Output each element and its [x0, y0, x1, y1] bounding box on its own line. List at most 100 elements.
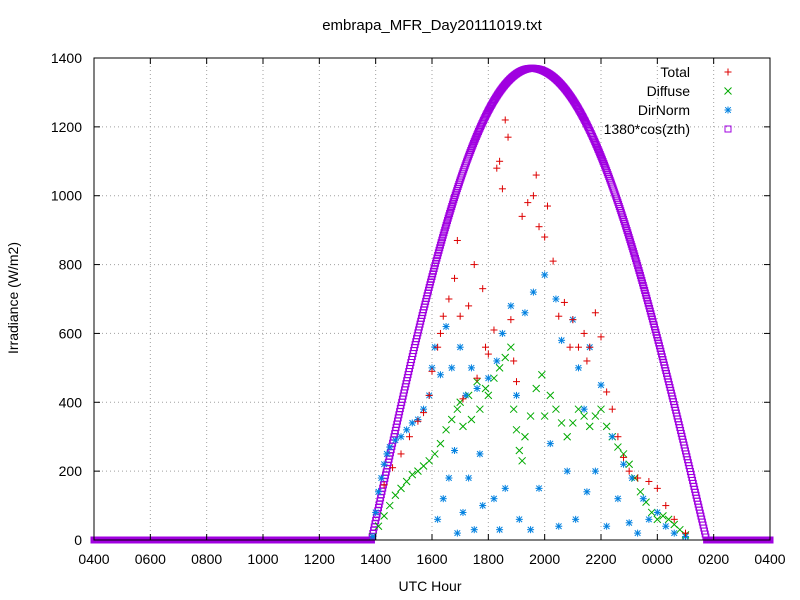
- cosine-model-point: [439, 231, 447, 239]
- diffuse-point: [540, 412, 549, 420]
- diffuse-point: [495, 364, 504, 372]
- dirnorm-point: [527, 526, 535, 534]
- total-point: [507, 316, 515, 324]
- cosine-model-point: [636, 271, 644, 279]
- cosine-model-point: [637, 274, 645, 282]
- dirnorm-point: [397, 433, 405, 441]
- total-point: [436, 329, 444, 337]
- dirnorm-point: [493, 357, 501, 365]
- cosine-model-point: [443, 219, 451, 227]
- diffuse-point: [515, 446, 524, 455]
- dirnorm-point: [490, 495, 498, 503]
- dirnorm-point: [434, 515, 442, 523]
- diffuse-point: [402, 477, 411, 486]
- diffuse-point: [537, 370, 546, 379]
- diffuse-point: [453, 405, 462, 414]
- total-point: [470, 261, 478, 269]
- dirnorm-point: [498, 329, 506, 337]
- total-point: [513, 378, 520, 386]
- cosine-model-point: [445, 212, 453, 220]
- cosine-model-point: [441, 224, 449, 232]
- diffuse-point: [585, 422, 594, 431]
- total-point: [586, 343, 594, 351]
- cosine-model-point: [446, 207, 454, 215]
- diffuse-point: [546, 391, 555, 400]
- dirnorm-point: [484, 374, 492, 382]
- total-point: [456, 312, 464, 320]
- y-tick-label: 600: [59, 325, 83, 341]
- diffuse-point: [476, 405, 484, 414]
- y-tick-label: 1000: [51, 188, 82, 204]
- dirnorm-point: [507, 302, 515, 310]
- cosine-model-point: [630, 250, 638, 258]
- cosine-model-point: [467, 145, 475, 153]
- diffuse-point: [481, 384, 490, 393]
- dirnorm-point: [597, 381, 605, 389]
- x-tick-label: 0000: [642, 551, 673, 567]
- cosine-model-point: [439, 234, 447, 242]
- total-point: [439, 312, 447, 320]
- dirnorm-point: [653, 508, 661, 516]
- total-point: [501, 116, 509, 124]
- cosine-model-point: [620, 215, 628, 223]
- dirnorm-point: [580, 405, 588, 413]
- cosine-model-point: [441, 226, 449, 234]
- dirnorm-point: [372, 508, 380, 516]
- total-point: [465, 302, 473, 310]
- diffuse-point: [459, 422, 467, 431]
- cosine-model-point: [627, 240, 635, 248]
- x-tick-label: 0200: [698, 551, 729, 567]
- dirnorm-point: [442, 323, 450, 331]
- total-point: [453, 236, 461, 244]
- dirnorm-point: [546, 440, 554, 448]
- diffuse-point: [425, 456, 434, 465]
- dirnorm-point: [383, 450, 391, 458]
- dirnorm-point: [583, 488, 591, 496]
- diffuse-point: [563, 432, 572, 441]
- axis-ticks: [93, 57, 771, 541]
- diffuse-point: [408, 470, 417, 479]
- diffuse-point: [467, 415, 476, 424]
- dirnorm-point: [513, 391, 520, 399]
- diffuse-point: [557, 419, 566, 427]
- total-point: [380, 481, 388, 489]
- diffuse-point: [391, 491, 400, 500]
- cosine-model-point: [618, 211, 626, 219]
- total-point: [434, 343, 442, 351]
- grid-lines: [94, 58, 770, 540]
- x-tick-label: 1000: [247, 551, 278, 567]
- diffuse-point: [447, 415, 456, 424]
- cosine-model-point: [632, 257, 640, 265]
- dirnorm-point: [662, 522, 670, 530]
- total-point: [535, 223, 543, 231]
- total-point: [532, 171, 540, 179]
- total-point: [603, 388, 611, 396]
- diffuse-point: [636, 487, 645, 496]
- diffuse-point: [380, 512, 388, 520]
- diffuse-point: [574, 405, 583, 414]
- x-tick-label: 0800: [191, 551, 222, 567]
- total-point: [428, 367, 436, 375]
- cosine-model-point: [448, 202, 456, 210]
- dirnorm-point: [465, 474, 473, 482]
- diffuse-point: [602, 422, 611, 431]
- dirnorm-point: [380, 460, 388, 468]
- dirnorm-point: [515, 515, 523, 523]
- diffuse-point: [659, 512, 667, 520]
- total-point: [614, 433, 622, 441]
- cosine-model-point: [632, 254, 640, 262]
- y-axis-label: Irradiance (W/m2): [5, 242, 21, 354]
- dirnorm-point: [496, 526, 504, 534]
- dirnorm-point: [535, 484, 543, 492]
- diffuse-point: [397, 484, 405, 493]
- dirnorm-point: [628, 474, 636, 482]
- legend-marker-total: [724, 68, 732, 76]
- total-point: [389, 464, 397, 472]
- legend-marker-glyph: [724, 125, 732, 133]
- total-point: [498, 185, 506, 193]
- dirnorm-point: [377, 474, 385, 482]
- diffuse-point: [436, 439, 445, 448]
- cosine-model-point: [598, 154, 606, 162]
- total-point: [569, 316, 577, 324]
- cosine-model-point: [633, 259, 641, 267]
